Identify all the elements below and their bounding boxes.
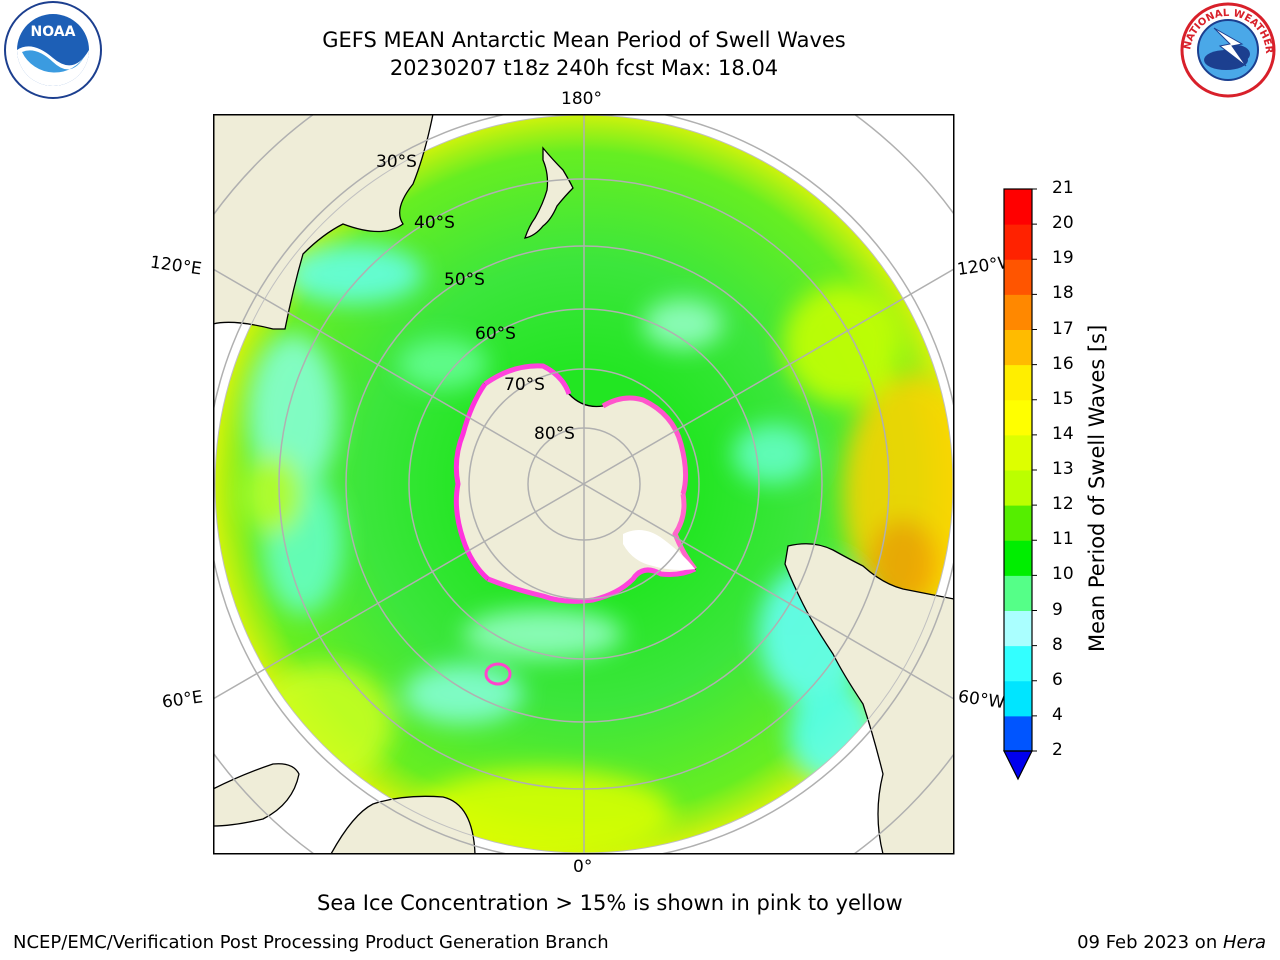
colorbar-tick-label: 8 — [1052, 634, 1063, 655]
colorbar-tick-label: 4 — [1052, 704, 1063, 725]
colorbar-bin — [1004, 399, 1032, 436]
sea-ice-note: Sea Ice Concentration > 15% is shown in … — [317, 891, 903, 915]
colorbar-bin — [1004, 224, 1032, 260]
noaa-logo-icon: NOAA — [4, 1, 102, 99]
meridian-label-120e: 120°E — [148, 252, 203, 280]
map-title: GEFS MEAN Antarctic Mean Period of Swell… — [322, 28, 846, 52]
colorbar-bin — [1004, 610, 1032, 647]
colorbar-bin — [1004, 575, 1032, 611]
colorbar-bin — [1004, 329, 1032, 366]
colorbar-bin — [1004, 645, 1032, 682]
meridian-label-0: 0° — [573, 857, 593, 877]
meridian-label-60e: 60°E — [160, 687, 205, 713]
map-subtitle: 20230207 t18z 240h fcst Max: 18.04 — [389, 56, 779, 80]
lat-label-60s: 60°S — [475, 324, 516, 344]
colorbar-bin — [1004, 364, 1032, 401]
colorbar-tick-label: 19 — [1052, 248, 1074, 269]
colorbar-bin — [1004, 470, 1032, 506]
lat-label-30s: 30°S — [376, 152, 417, 172]
colorbar-bin — [1004, 715, 1032, 752]
footer-date-text: 09 Feb 2023 on — [1077, 932, 1223, 953]
footer-date: 09 Feb 2023 on Hera — [1077, 932, 1266, 953]
map-frame — [213, 114, 955, 855]
colorbar-tick-label: 18 — [1052, 283, 1074, 304]
footer-host: Hera — [1222, 932, 1266, 953]
swell-period-field — [215, 115, 953, 853]
polar-map — [213, 114, 955, 855]
colorbar-bin — [1004, 680, 1032, 717]
colorbar-tick-label: 9 — [1052, 599, 1063, 620]
colorbar — [1003, 188, 1037, 781]
lat-label-70s: 70°S — [504, 375, 545, 395]
weddell-sea-ice — [623, 530, 695, 570]
lat-label-40s: 40°S — [414, 213, 455, 233]
colorbar-extend-triangle — [1003, 750, 1033, 781]
colorbar-tick-label: 15 — [1052, 388, 1074, 409]
meridian-label-180: 180° — [561, 89, 602, 109]
colorbar-label: Mean Period of Swell Waves [s] — [1085, 324, 1109, 652]
lat-label-50s: 50°S — [444, 270, 485, 290]
nws-logo-icon: NATIONAL WEATHER SERVICE — [1176, 0, 1276, 98]
colorbar-tick-label: 14 — [1052, 423, 1074, 444]
colorbar-tick-label: 2 — [1052, 740, 1063, 760]
colorbar-bin — [1004, 434, 1032, 471]
colorbar-tick-label: 11 — [1052, 529, 1074, 550]
colorbar-tick-label: 17 — [1052, 318, 1074, 339]
colorbar-tick-label: 16 — [1052, 353, 1074, 374]
colorbar-bin — [1004, 294, 1032, 330]
colorbar-tick-label: 10 — [1052, 564, 1074, 585]
lat-label-80s: 80°S — [534, 424, 575, 444]
colorbar-tick-label: 13 — [1052, 459, 1074, 479]
noaa-logo-text: NOAA — [31, 24, 76, 40]
colorbar-bin — [1004, 540, 1032, 576]
colorbar-tick-label: 12 — [1052, 494, 1074, 515]
colorbar-bin — [1004, 505, 1032, 541]
colorbar-bin — [1004, 259, 1032, 295]
colorbar-tick-label: 20 — [1052, 213, 1074, 234]
graticule — [213, 114, 954, 854]
colorbar-tick-label: 6 — [1052, 669, 1063, 690]
meridian-label-60w: 60°W — [956, 686, 1007, 714]
colorbar-bin — [1004, 189, 1032, 225]
footer-credit: NCEP/EMC/Verification Post Processing Pr… — [13, 932, 609, 953]
colorbar-tick-label: 21 — [1052, 178, 1074, 198]
